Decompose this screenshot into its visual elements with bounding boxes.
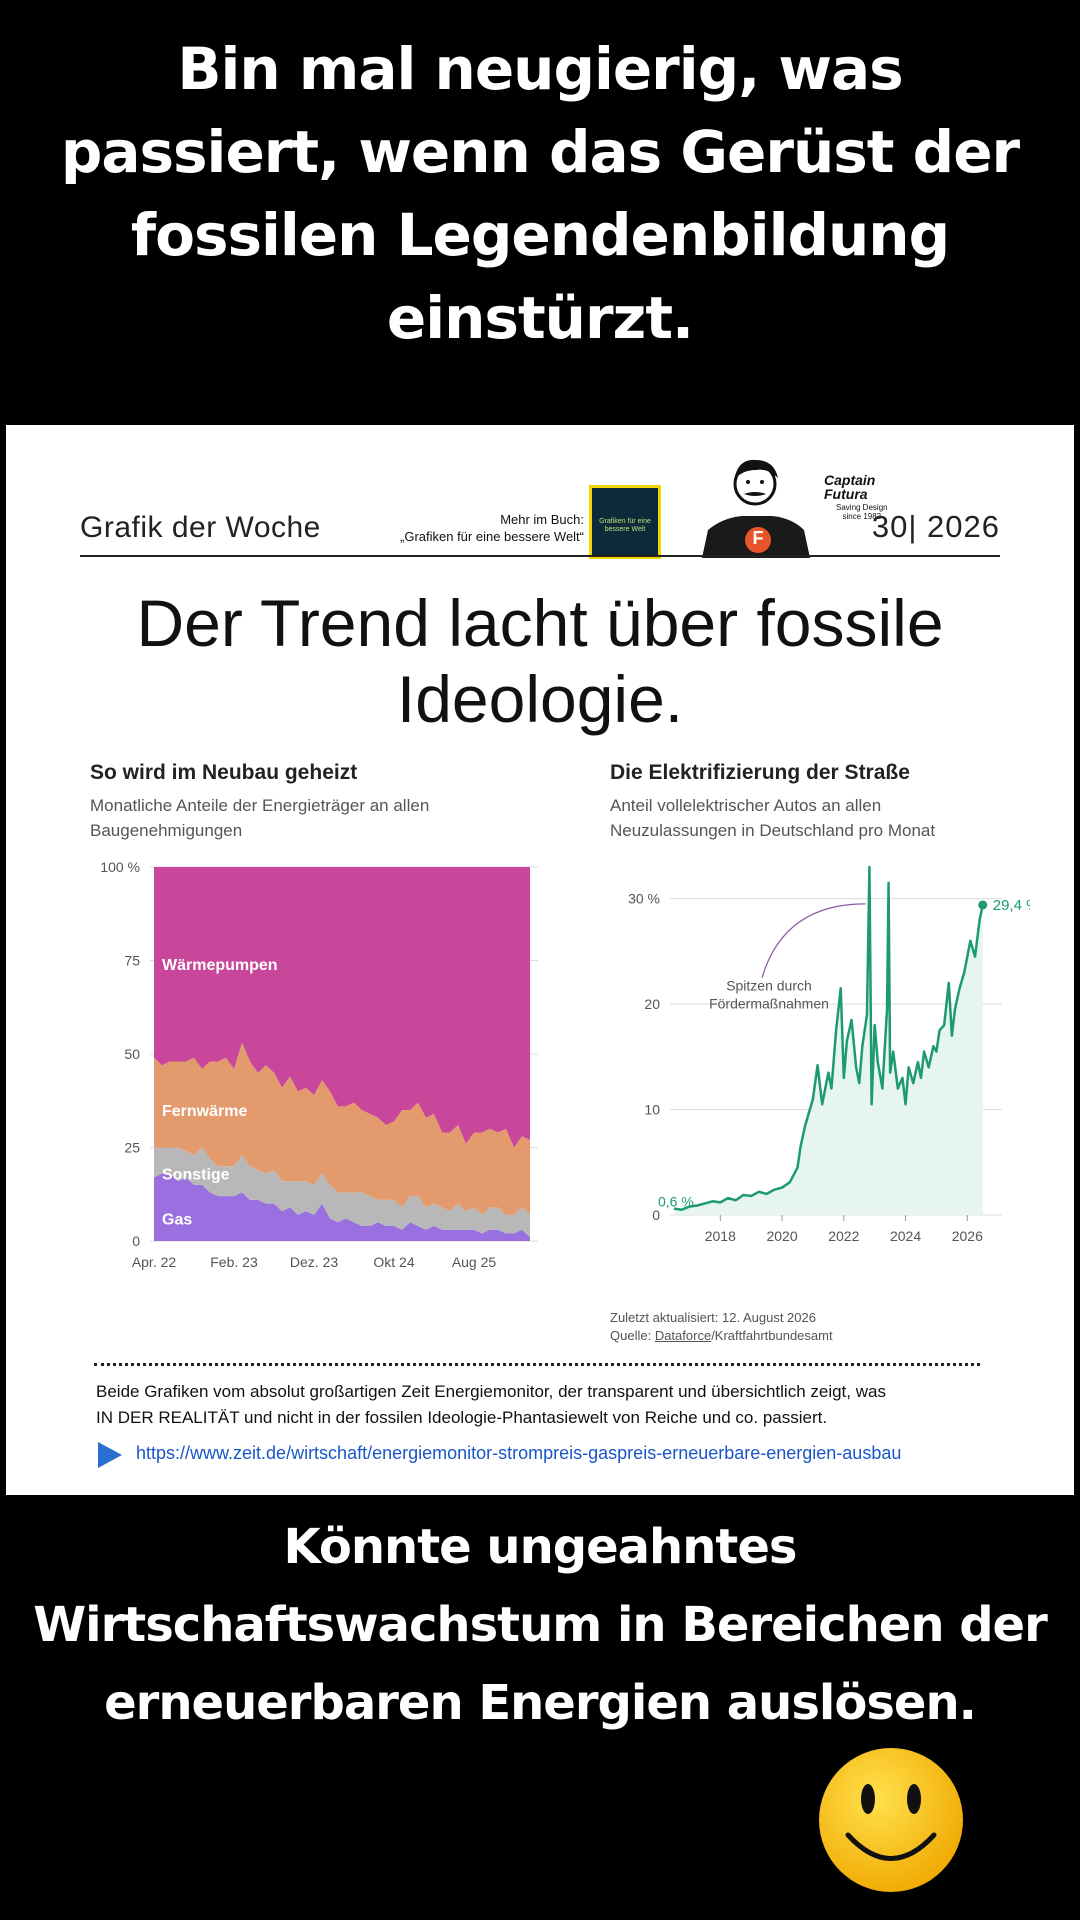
header-label: Grafik der Woche bbox=[80, 511, 321, 544]
series-label: Wärmepumpen bbox=[162, 957, 278, 974]
header-divider bbox=[80, 555, 1000, 557]
note-text: Beide Grafiken vom absolut großartigen Z… bbox=[96, 1379, 996, 1431]
bottom-caption-line: Könnte ungeahntes bbox=[283, 1519, 798, 1575]
y-tick-label: 100 % bbox=[100, 859, 140, 875]
x-tick-label: Aug 25 bbox=[452, 1254, 497, 1270]
y-tick-label: 75 bbox=[124, 953, 140, 969]
x-tick-label: 2022 bbox=[828, 1228, 859, 1244]
line-area-fill bbox=[674, 867, 983, 1215]
headline: Der Trend lacht über fossile Ideologie. bbox=[6, 585, 1074, 737]
book-note-title: „Grafiken für eine bessere Welt“ bbox=[400, 529, 584, 544]
right-chart-subtitle-line: Neuzulassungen in Deutschland pro Monat bbox=[610, 821, 936, 840]
area-series-fernwärme bbox=[154, 1042, 530, 1215]
y-tick-label: 0 bbox=[132, 1233, 140, 1249]
annotation-arrow bbox=[761, 903, 866, 978]
book-cover-image[interactable]: Grafiken für eine bessere Welt bbox=[589, 485, 661, 559]
source-link[interactable]: Dataforce bbox=[654, 1328, 712, 1343]
top-caption-line: passiert, wenn das Gerüst der bbox=[60, 118, 1020, 186]
y-tick-label: 50 bbox=[124, 1046, 140, 1062]
top-caption: Bin mal neugierig, was passiert, wenn da… bbox=[0, 28, 1080, 360]
series-label: Sonstige bbox=[162, 1167, 230, 1184]
area-series-gas bbox=[154, 1173, 530, 1241]
series-label: Fernwärme bbox=[162, 1103, 247, 1120]
note-line: IN DER REALITÄT und nicht in der fossile… bbox=[96, 1408, 828, 1427]
top-caption-line: einstürzt. bbox=[386, 284, 694, 352]
start-value-label: 0,6 % bbox=[658, 1194, 694, 1210]
y-tick-label: 25 bbox=[124, 1140, 140, 1156]
book-note: Mehr im Buch: „Grafiken für eine bessere… bbox=[366, 511, 584, 545]
headline-line: Der Trend lacht über fossile bbox=[136, 586, 944, 660]
left-chart-subtitle-line: Baugenehmigungen bbox=[90, 821, 243, 840]
x-tick-label: 2026 bbox=[952, 1228, 983, 1244]
note-line: Beide Grafiken vom absolut großartigen Z… bbox=[96, 1382, 886, 1401]
source-prefix: Quelle: bbox=[610, 1328, 655, 1343]
y-tick-label: 20 bbox=[644, 996, 660, 1012]
play-arrow-icon bbox=[98, 1442, 122, 1468]
left-chart-subtitle-line: Monatliche Anteile der Energieträger an … bbox=[90, 796, 430, 815]
logo-tagline: Saving Design since 1982 bbox=[836, 503, 888, 521]
source-suffix: /Kraftfahrtbundesamt bbox=[711, 1328, 833, 1343]
x-tick-label: Dez. 23 bbox=[290, 1254, 338, 1270]
right-chart-subtitle-line: Anteil vollelektrischer Autos an allen bbox=[610, 796, 882, 815]
logo-name-line: Captain bbox=[824, 472, 876, 488]
x-tick-label: Okt 24 bbox=[373, 1254, 414, 1270]
infographic-card: Grafik der Woche Mehr im Buch: „Grafiken… bbox=[6, 425, 1074, 1495]
y-tick-label: 30 % bbox=[628, 891, 660, 907]
logo-tagline-line: since 1982 bbox=[842, 512, 882, 521]
left-area-chart: 100 % 75 50 25 0 Wärmepumpen Fernwärme Sonstige… bbox=[100, 859, 538, 1270]
top-caption-line: Bin mal neugierig, was bbox=[177, 35, 903, 103]
area-series-wärmepumpen bbox=[154, 867, 530, 1148]
right-line-chart: 30 % 20 10 0 29,4 % 0,6 % 2018 2020 2022 2024 2026… bbox=[628, 865, 1030, 1244]
right-chart-title: Die Elektrifizierung der Straße bbox=[610, 761, 910, 784]
series-label: Gas bbox=[162, 1212, 192, 1229]
x-tick-label: 2018 bbox=[705, 1228, 736, 1244]
captain-futura-logo-icon bbox=[702, 459, 810, 558]
source-line: Quelle: Dataforce/Kraftfahrtbundesamt bbox=[610, 1327, 833, 1345]
x-tick-label: Apr. 22 bbox=[132, 1254, 177, 1270]
logo-tagline-line: Saving Design bbox=[836, 503, 888, 512]
bottom-caption: Könnte ungeahntes Wirtschaftswachstum in… bbox=[0, 1508, 1080, 1742]
line-series-ev-share bbox=[673, 865, 984, 1211]
annotation-text: Spitzen durch bbox=[726, 977, 812, 993]
y-tick-label: 10 bbox=[644, 1102, 660, 1118]
dotted-divider bbox=[94, 1363, 980, 1366]
x-tick-label: Feb. 23 bbox=[210, 1254, 258, 1270]
bottom-caption-line: Wirtschaftswachstum in Bereichen der bbox=[33, 1597, 1048, 1653]
book-note-line: Mehr im Buch: bbox=[500, 512, 584, 527]
left-chart-subtitle: Monatliche Anteile der Energieträger an … bbox=[90, 793, 429, 843]
logo-name-line: Futura bbox=[824, 486, 868, 502]
top-caption-line: fossilen Legendenbildung bbox=[130, 201, 950, 269]
logo-name: Captain Futura bbox=[824, 473, 875, 501]
source-url-link[interactable]: https://www.zeit.de/wirtschaft/energiemo… bbox=[136, 1443, 902, 1463]
annotation-text: Fördermaßnahmen bbox=[709, 995, 829, 1011]
x-tick-label: 2020 bbox=[766, 1228, 797, 1244]
left-chart-title: So wird im Neubau geheizt bbox=[90, 761, 358, 784]
headline-line: Ideologie. bbox=[396, 662, 684, 736]
bottom-caption-line: erneuerbaren Energien auslösen. bbox=[104, 1675, 977, 1731]
y-tick-label: 0 bbox=[652, 1207, 660, 1223]
right-chart-subtitle: Anteil vollelektrischer Autos an allen N… bbox=[610, 793, 935, 843]
endpoint-marker bbox=[978, 900, 988, 910]
x-tick-label: 2024 bbox=[890, 1228, 921, 1244]
end-value-label: 29,4 % bbox=[993, 897, 1030, 914]
logo-badge: F bbox=[752, 528, 764, 548]
issue-number: 30| 2026 bbox=[871, 509, 1000, 544]
book-cover-title: Grafiken für eine bessere Welt bbox=[599, 518, 651, 533]
smiley-emoji-icon bbox=[819, 1748, 963, 1892]
last-updated: Zuletzt aktualisiert: 12. August 2026 bbox=[610, 1310, 816, 1325]
chart-footnote: Zuletzt aktualisiert: 12. August 2026 Qu… bbox=[610, 1309, 833, 1345]
